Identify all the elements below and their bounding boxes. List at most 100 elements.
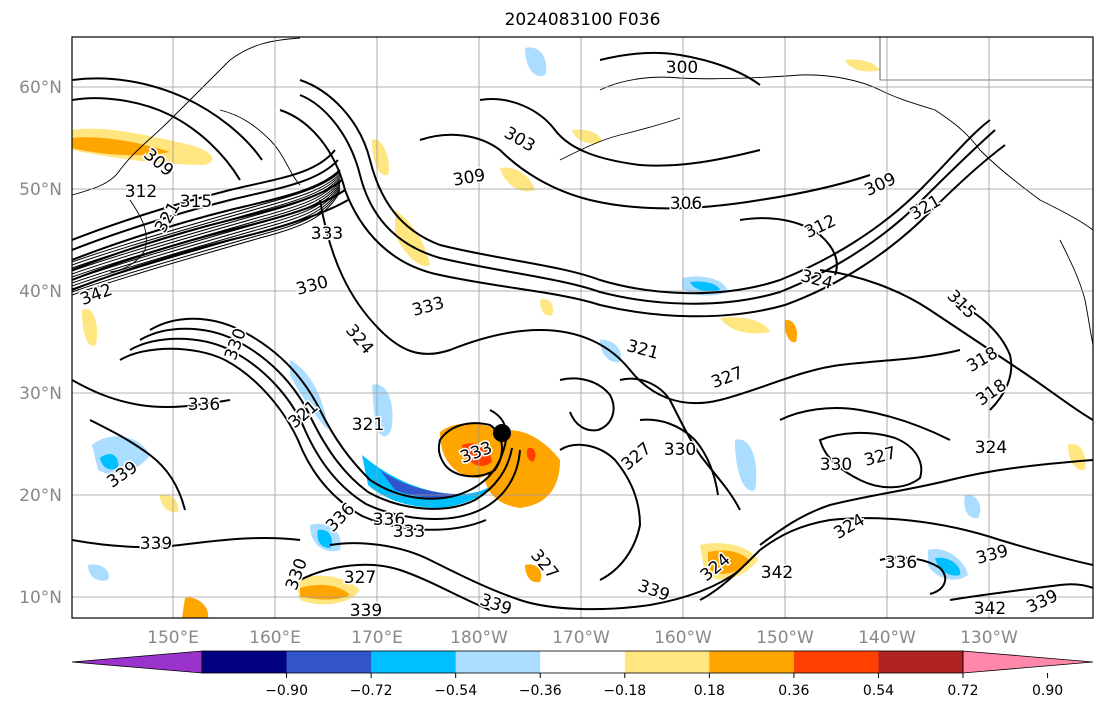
longitude-label: 160°E [249,628,301,648]
colorbar-segment [624,651,710,673]
colorbar-outline [201,650,964,674]
positive-anomaly-region [845,59,880,72]
negative-anomaly-region [735,439,757,491]
longitude-label: 160°W [654,628,712,648]
contour-line [479,98,761,167]
contour-label: 306 [670,194,702,214]
contour-line [639,418,719,496]
colorbar-tick-label: −0.18 [603,683,646,699]
jet-contour-line [72,187,341,290]
negative-anomaly-region [88,564,109,581]
positive-anomaly-region [784,319,798,343]
negative-anomaly-region [100,454,119,470]
positive-anomaly-region [72,137,170,156]
contour-line [299,79,991,295]
colorbar-tick-label: 0.36 [778,683,809,699]
contour-label: 333 [393,522,425,542]
contour-line [319,199,961,405]
latitude-label: 30°N [19,384,62,404]
colorbar-segment [455,651,541,673]
colorbar-tick-label: −0.54 [434,683,477,699]
contour-line [72,77,263,161]
colorbar-extend-high [962,650,1094,674]
contour-line [72,189,346,281]
jet-contour-line [72,171,341,263]
jet-contour-line [72,175,341,269]
contour-line [72,169,341,261]
positive-anomaly-region [182,597,209,618]
contour-label: 336 [373,510,405,530]
colorbar-extend-low [71,650,203,674]
colorbar-segment [371,651,457,673]
contour-line [419,133,871,210]
contour-lines [72,51,1093,611]
positive-anomaly-region [300,584,350,600]
contour-line [119,347,487,531]
contour-line [437,422,503,478]
jet-contour-line [72,180,341,278]
colorbar-tick-label: 0.72 [947,683,978,699]
contour-label: 336 [885,553,917,573]
contour-label: 327 [344,568,376,588]
jet-contour-line [72,178,341,275]
positive-anomaly-region [572,129,602,144]
colorbar-segment [286,651,372,673]
longitude-label: 140°W [858,628,916,648]
positive-anomaly-region [708,550,750,574]
longitude-label: 170°E [351,628,403,648]
contour-label: 339 [140,534,172,554]
jet-contour-line [72,182,341,281]
positive-anomaly-region [540,299,554,316]
colorbar-tick-label: −0.36 [519,683,562,699]
colorbar-segment [793,651,879,673]
contour-line [739,217,838,276]
jet-contour-line [72,184,341,284]
positive-anomaly-region [82,309,98,346]
colorbar-segment [202,651,288,673]
coastline [599,74,1093,231]
coastline [559,117,681,161]
contour-line [759,459,1093,546]
contour-line [559,377,615,432]
contour-label: 300 [666,58,698,78]
contour-line [559,443,642,581]
coastline [109,199,147,273]
jet-contour-line [72,191,341,296]
contour-line [779,407,951,441]
jet-contour-line [72,177,341,272]
contour-line [329,542,741,611]
contour-line [72,149,336,241]
contour-label: 339 [350,601,382,621]
latitude-label: 20°N [19,486,62,506]
colorbar-tick-label: 0.18 [694,683,725,699]
contour-label: 315 [180,192,212,212]
coastline [1059,239,1093,346]
positive-anomaly-region [500,167,535,192]
longitude-labels: 150°E 160°E 170°E 180°W 170°W 160°W 150°W 140°W… [147,628,1018,648]
contour-line [89,419,186,511]
negative-anomaly-region [690,281,720,292]
contour-label: 330 [820,455,852,475]
contour-line [72,536,301,549]
contour-line [299,563,491,611]
latitude-label: 40°N [19,282,62,302]
contour-line [72,379,231,409]
negative-anomaly-region [964,494,981,519]
negative-anomaly-region [317,529,332,548]
colorbar-tick-label: 0.90 [1032,683,1063,699]
contour-line [149,317,508,500]
contour-label: 333 [311,224,343,244]
jet-contour-line [72,189,341,293]
longitude-label: 150°E [147,628,199,648]
positive-anomaly-region [372,139,389,176]
positive-anomaly-region [462,443,492,466]
coastlines [72,37,1093,346]
colorbar-tick-label: 0.54 [863,683,894,699]
colorbar-segment [878,651,964,673]
positive-anomaly-region [1068,444,1086,471]
coastline [72,37,301,196]
contour-line [72,97,241,181]
contour-label: 321 [352,415,384,435]
contour-label: 312 [125,182,157,202]
